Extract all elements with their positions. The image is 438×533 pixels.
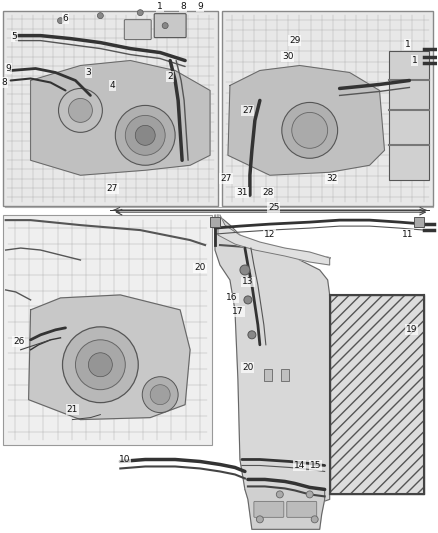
Text: 9: 9 — [197, 2, 203, 11]
Circle shape — [142, 377, 178, 413]
Circle shape — [311, 516, 318, 523]
Text: 26: 26 — [13, 337, 25, 346]
FancyBboxPatch shape — [414, 217, 424, 227]
Text: 28: 28 — [262, 188, 274, 197]
Text: 31: 31 — [236, 188, 247, 197]
Polygon shape — [245, 489, 325, 529]
Circle shape — [244, 296, 252, 304]
Text: 29: 29 — [289, 36, 300, 45]
Polygon shape — [28, 295, 190, 419]
Polygon shape — [228, 66, 385, 175]
Text: 19: 19 — [406, 325, 417, 334]
Text: 27: 27 — [220, 174, 232, 183]
Text: 2: 2 — [167, 72, 173, 81]
Text: 11: 11 — [402, 230, 413, 239]
Text: 20: 20 — [194, 263, 206, 272]
Circle shape — [248, 331, 256, 339]
Circle shape — [75, 340, 125, 390]
Text: 3: 3 — [85, 68, 91, 77]
Circle shape — [276, 491, 283, 498]
Text: 9: 9 — [6, 64, 11, 73]
Text: 13: 13 — [242, 278, 254, 286]
Text: 8: 8 — [2, 78, 7, 87]
Circle shape — [97, 13, 103, 19]
Text: 32: 32 — [326, 174, 337, 183]
Text: 30: 30 — [282, 52, 293, 61]
Text: 25: 25 — [268, 203, 279, 212]
Circle shape — [240, 265, 250, 275]
Circle shape — [125, 116, 165, 155]
Text: 1: 1 — [412, 56, 417, 65]
Text: 15: 15 — [310, 461, 321, 470]
Text: 8: 8 — [180, 2, 186, 11]
FancyBboxPatch shape — [124, 20, 151, 39]
FancyBboxPatch shape — [281, 369, 289, 381]
FancyBboxPatch shape — [389, 51, 429, 180]
FancyBboxPatch shape — [254, 502, 284, 518]
FancyBboxPatch shape — [154, 14, 186, 38]
Text: 14: 14 — [294, 461, 305, 470]
Circle shape — [57, 18, 64, 23]
FancyBboxPatch shape — [330, 295, 424, 495]
Circle shape — [88, 353, 112, 377]
Polygon shape — [215, 215, 330, 504]
Circle shape — [63, 327, 138, 402]
Polygon shape — [31, 61, 210, 175]
Text: 16: 16 — [226, 294, 238, 302]
FancyBboxPatch shape — [3, 215, 212, 445]
Circle shape — [115, 106, 175, 165]
Text: 12: 12 — [264, 230, 276, 239]
Text: 10: 10 — [119, 455, 130, 464]
Text: 17: 17 — [232, 308, 244, 317]
FancyBboxPatch shape — [3, 11, 218, 206]
Circle shape — [256, 516, 263, 523]
Circle shape — [292, 112, 328, 148]
Circle shape — [135, 125, 155, 146]
Text: 1: 1 — [157, 2, 163, 11]
Text: 20: 20 — [242, 363, 254, 372]
FancyBboxPatch shape — [264, 369, 272, 381]
Circle shape — [306, 491, 313, 498]
Circle shape — [150, 385, 170, 405]
FancyBboxPatch shape — [210, 217, 220, 227]
Circle shape — [68, 99, 92, 123]
Circle shape — [162, 22, 168, 29]
Text: 21: 21 — [67, 405, 78, 414]
Text: 4: 4 — [110, 81, 115, 90]
Text: 5: 5 — [12, 32, 18, 41]
Circle shape — [137, 10, 143, 15]
Text: 27: 27 — [242, 106, 254, 115]
Text: 6: 6 — [63, 14, 68, 23]
FancyBboxPatch shape — [222, 11, 433, 206]
FancyBboxPatch shape — [287, 502, 317, 518]
Text: 1: 1 — [405, 40, 410, 49]
Polygon shape — [218, 215, 330, 265]
Circle shape — [282, 102, 338, 158]
Text: 27: 27 — [106, 184, 118, 193]
